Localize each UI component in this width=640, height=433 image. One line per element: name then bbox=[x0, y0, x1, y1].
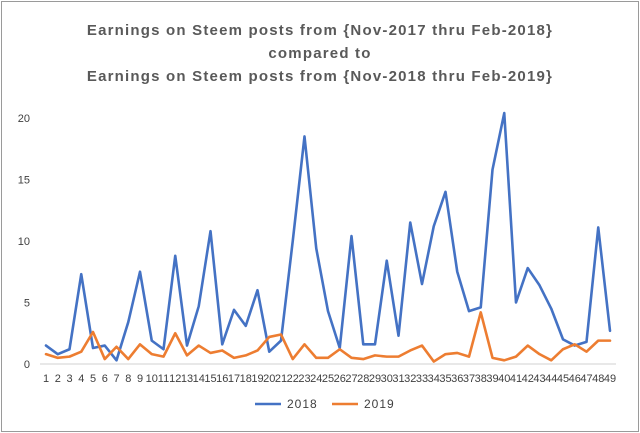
x-tick-label: 38 bbox=[475, 373, 487, 385]
x-tick-label: 13 bbox=[181, 373, 193, 385]
x-tick-label: 24 bbox=[310, 373, 322, 385]
y-tick-label: 15 bbox=[18, 175, 30, 187]
x-tick-label: 39 bbox=[486, 373, 498, 385]
x-tick-label: 5 bbox=[90, 373, 96, 385]
x-tick-label: 11 bbox=[158, 373, 169, 385]
x-tick-label: 19 bbox=[251, 373, 263, 385]
x-tick-label: 1 bbox=[43, 373, 49, 385]
x-tick-label: 8 bbox=[125, 373, 131, 385]
x-tick-label: 31 bbox=[392, 373, 404, 385]
x-tick-label: 32 bbox=[404, 373, 416, 385]
x-tick-label: 15 bbox=[204, 373, 216, 385]
x-tick-label: 2 bbox=[55, 373, 61, 385]
legend-label-2018: 2018 bbox=[287, 397, 318, 411]
x-tick-label: 14 bbox=[193, 373, 205, 385]
series-line-2018 bbox=[44, 111, 612, 362]
chart-title: Earnings on Steem posts from {Nov-2017 t… bbox=[86, 22, 554, 39]
x-tick-label: 46 bbox=[569, 373, 581, 385]
x-tick-label: 45 bbox=[557, 373, 569, 385]
x-tick-label: 3 bbox=[66, 373, 72, 385]
chart-title-line-3: Earnings on Steem posts from {Nov-2018 t… bbox=[86, 68, 554, 85]
x-tick-label: 22 bbox=[287, 373, 299, 385]
x-tick-label: 12 bbox=[169, 373, 181, 385]
x-tick-label: 9 bbox=[137, 373, 143, 385]
x-tick-label: 6 bbox=[102, 373, 108, 385]
x-tick-label: 4 bbox=[78, 373, 84, 385]
x-tick-label: 21 bbox=[275, 373, 287, 385]
y-tick-label: 10 bbox=[18, 236, 30, 248]
x-tick-label: 23 bbox=[298, 373, 310, 385]
legend: 2018 2019 bbox=[255, 397, 395, 411]
x-tick-label: 36 bbox=[451, 373, 463, 385]
x-tick-label: 34 bbox=[428, 373, 440, 385]
x-tick-label: 20 bbox=[263, 373, 275, 385]
series-layer bbox=[44, 111, 612, 363]
x-tick-label: 41 bbox=[510, 373, 522, 385]
x-tick-label: 18 bbox=[240, 373, 252, 385]
x-tick-label: 44 bbox=[545, 373, 557, 385]
x-tick-label: 47 bbox=[580, 373, 592, 385]
x-tick-label: 42 bbox=[522, 373, 534, 385]
series-line-2019 bbox=[44, 311, 612, 363]
x-tick-label: 16 bbox=[216, 373, 228, 385]
x-tick-label: 48 bbox=[592, 373, 604, 385]
x-tick-label: 27 bbox=[345, 373, 357, 385]
x-tick-label: 26 bbox=[334, 373, 346, 385]
y-tick-label: 20 bbox=[18, 113, 30, 125]
x-tick-label: 17 bbox=[228, 373, 240, 385]
x-tick-label: 33 bbox=[416, 373, 428, 385]
legend-label-2019: 2019 bbox=[364, 397, 395, 411]
y-tick-label: 5 bbox=[24, 298, 30, 310]
x-tick-label: 40 bbox=[498, 373, 510, 385]
x-tick-label: 28 bbox=[357, 373, 369, 385]
x-tick-label: 7 bbox=[113, 373, 119, 385]
x-tick-label: 29 bbox=[369, 373, 381, 385]
y-tick-label: 0 bbox=[24, 359, 30, 371]
x-tick-label: 49 bbox=[604, 373, 616, 385]
chart-title-line-2: compared to bbox=[268, 45, 372, 62]
x-tick-label: 30 bbox=[381, 373, 393, 385]
x-tick-label: 43 bbox=[533, 373, 545, 385]
x-tick-label: 37 bbox=[463, 373, 475, 385]
x-tick-label: 10 bbox=[146, 373, 158, 385]
x-tick-label: 25 bbox=[322, 373, 334, 385]
x-tick-label: 35 bbox=[439, 373, 451, 385]
